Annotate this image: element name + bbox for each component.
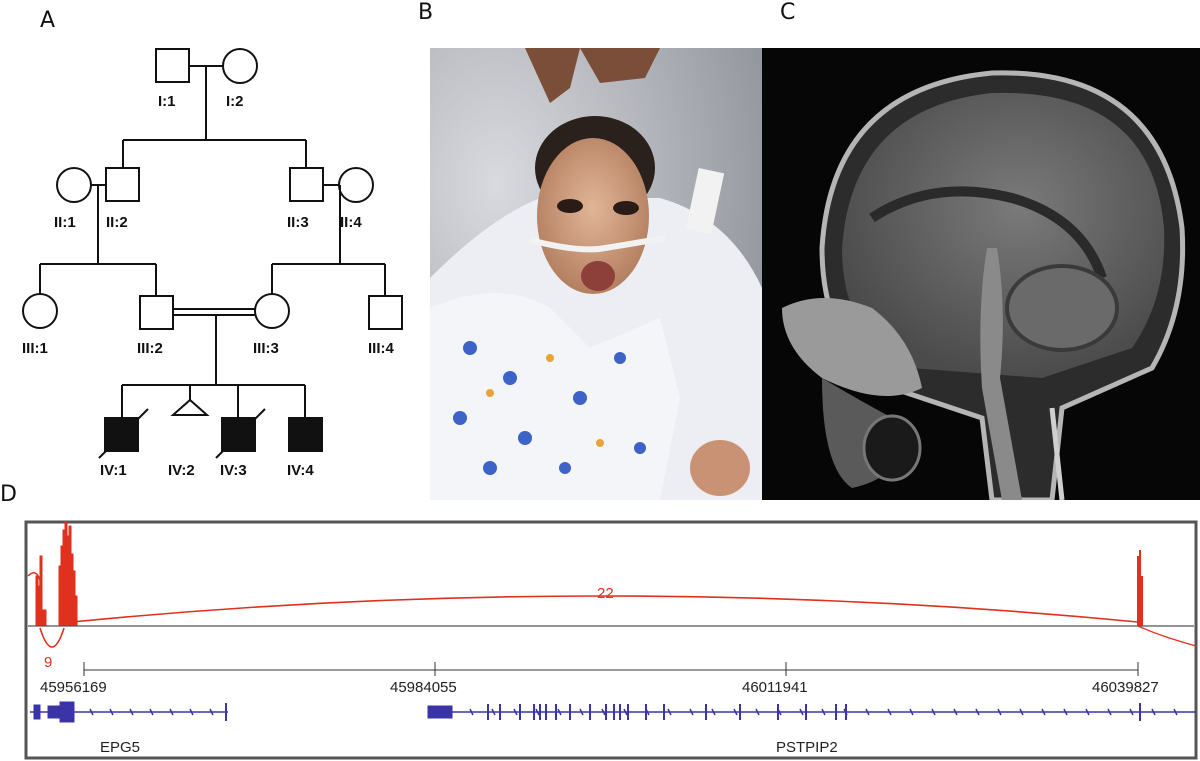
gene-label-pstpip2: PSTPIP2 [776, 739, 838, 756]
label-ii1: II:1 [54, 214, 76, 231]
label-iii1: III:1 [22, 340, 48, 357]
pedigree-female-i2 [222, 48, 258, 84]
coverage-right [1137, 550, 1143, 626]
junction-count-9: 9 [44, 654, 52, 671]
label-iii3: III:3 [253, 340, 279, 357]
label-i1: I:1 [158, 93, 176, 110]
pedigree-male-i1 [155, 48, 190, 83]
label-i2: I:2 [226, 93, 244, 110]
tick-label-1: 45956169 [40, 679, 107, 696]
junction-arc-9 [39, 627, 65, 648]
pedigree-female-ii1 [56, 167, 92, 203]
panel-label-c: C [780, 0, 796, 25]
pedigree-female-iii3 [254, 293, 290, 329]
junction-arc-22 [71, 595, 1139, 623]
label-ii3: II:3 [287, 214, 309, 231]
coverage-bar [1141, 576, 1143, 626]
coverage-left [35, 521, 78, 627]
tick-label-2: 45984055 [390, 679, 457, 696]
coverage-bar [39, 609, 47, 627]
junction-count-22: 22 [597, 585, 614, 602]
tick-label-3: 46011941 [742, 679, 808, 696]
panel-label-d: D [0, 482, 17, 507]
label-iv1: IV:1 [100, 462, 127, 479]
panel-label-b: B [418, 0, 434, 25]
pedigree-pregnancy-loss-iv2 [170, 398, 210, 416]
label-iii4: III:4 [368, 340, 394, 357]
pedigree-male-ii3 [289, 167, 324, 202]
pedigree-male-iii2 [139, 295, 174, 330]
label-iv4: IV:4 [287, 462, 314, 479]
tick-label-4: 46039827 [1092, 679, 1159, 696]
sashimi-plot: 22 9 45956169 45984055 46011941 46039827… [24, 520, 1198, 760]
brain-mri-image [762, 48, 1200, 500]
pedigree-female-iii1 [22, 293, 58, 329]
label-iv3: IV:3 [220, 462, 247, 479]
sashimi-frame [24, 520, 1198, 760]
gene-label-epg5: EPG5 [100, 739, 140, 756]
label-iv2: IV:2 [168, 462, 195, 479]
coverage-bar [1139, 550, 1141, 626]
label-iii2: III:2 [137, 340, 163, 357]
patient-photo [430, 48, 762, 500]
pedigree-male-ii2 [105, 167, 140, 202]
pedigree-affected-iv4 [288, 417, 323, 452]
label-ii2: II:2 [106, 214, 128, 231]
pedigree-chart: I:1 I:2 II:1 II:2 II:3 II:4 III:1 III:2 … [22, 48, 403, 479]
pedigree-male-iii4 [368, 295, 403, 330]
coverage-bar [1137, 556, 1139, 626]
pedigree-female-ii4 [338, 167, 374, 203]
label-ii4: II:4 [340, 214, 362, 231]
panel-label-a: A [40, 8, 56, 33]
